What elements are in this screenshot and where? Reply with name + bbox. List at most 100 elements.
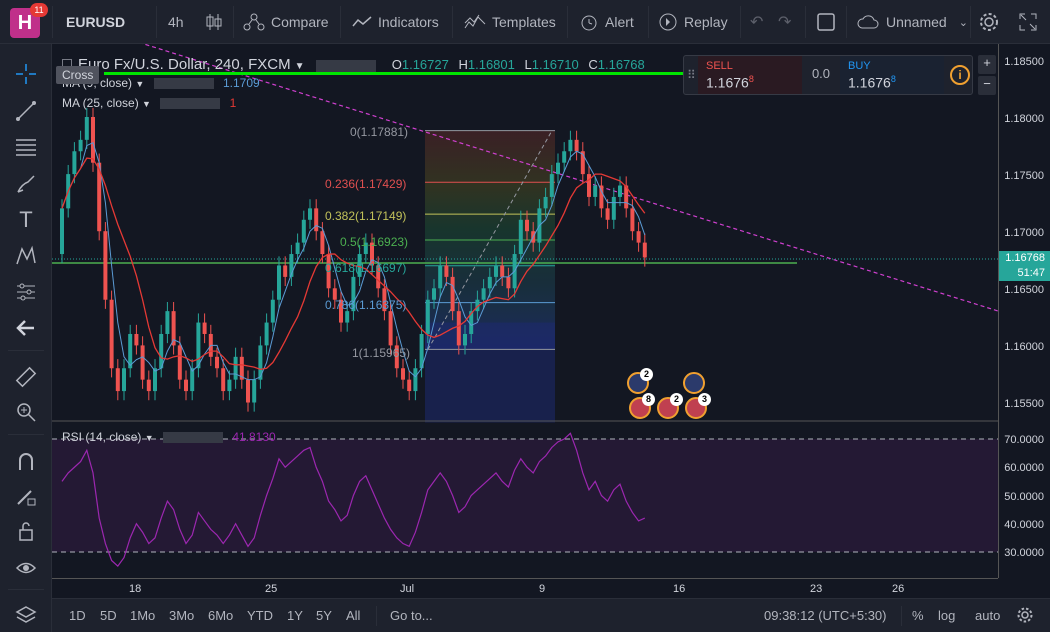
chevron-down-icon: ▼: [144, 433, 154, 443]
candle: [252, 379, 257, 403]
ma25-legend[interactable]: MA (25, close) ▼ 1: [62, 96, 236, 110]
candle: [301, 219, 306, 243]
prediction-tool[interactable]: [13, 279, 39, 305]
bottom-toolbar: 1D 5D 1Mo 3Mo 6Mo YTD 1Y 5Y All Go to...…: [52, 598, 1050, 632]
trendline-tool[interactable]: [13, 98, 39, 124]
info-icon[interactable]: i: [950, 65, 970, 85]
candle: [363, 242, 368, 255]
ma9-actions[interactable]: [153, 78, 214, 90]
back-tool[interactable]: [13, 315, 39, 341]
stay-drawing-tool[interactable]: [13, 483, 39, 509]
indicators-button[interactable]: Indicators: [352, 0, 439, 44]
time-tick: 16: [673, 583, 686, 595]
text-tool[interactable]: T: [13, 207, 39, 233]
candle: [134, 333, 139, 346]
arrow-left-icon: [16, 320, 34, 336]
redo-button[interactable]: ↷: [778, 0, 791, 44]
lock-tool[interactable]: [13, 518, 39, 544]
range-all[interactable]: All: [346, 608, 361, 623]
fib-tool[interactable]: [13, 134, 39, 160]
zoom-in-button[interactable]: +: [978, 55, 996, 74]
range-6mo[interactable]: 6Mo: [208, 608, 234, 623]
candle: [394, 345, 399, 369]
range-1d[interactable]: 1D: [69, 608, 86, 623]
price-chart[interactable]: [52, 44, 998, 578]
candle: [295, 242, 300, 255]
price-tick: 1.17500: [1004, 170, 1044, 182]
us-event-icon[interactable]: 8: [629, 393, 655, 419]
drag-handle-icon[interactable]: ⠿: [687, 68, 696, 82]
ma25-actions[interactable]: [160, 98, 221, 110]
horizontal-ray[interactable]: [104, 72, 694, 75]
sell-button[interactable]: SELL 1.16768: [698, 56, 802, 94]
trading-panel: ⠿ SELL 1.16768 0.0 BUY 1.16768 i: [683, 55, 973, 95]
ma9-line: [61, 142, 646, 381]
zoom-tool[interactable]: [13, 399, 39, 425]
object-tree-tool[interactable]: [13, 602, 39, 628]
candle: [221, 368, 226, 392]
chevron-down-icon[interactable]: ▼: [294, 61, 305, 72]
range-5d[interactable]: 5D: [100, 608, 117, 623]
range-5y[interactable]: 5Y: [316, 608, 332, 623]
candle: [153, 368, 157, 392]
symbol-title[interactable]: Euro Fx/U.S. Dollar, 240, FXCM: [78, 56, 291, 73]
auto-toggle[interactable]: auto: [975, 608, 1001, 623]
fullscreen-button[interactable]: [1018, 0, 1038, 44]
log-toggle[interactable]: log: [938, 608, 956, 623]
eu-event-icon[interactable]: 2: [627, 368, 653, 394]
open-label: O: [391, 57, 402, 72]
candle: [165, 311, 170, 334]
range-ytd[interactable]: YTD: [247, 608, 273, 623]
goto-button[interactable]: Go to...: [390, 608, 433, 623]
candle: [146, 379, 151, 392]
range-3mo[interactable]: 3Mo: [169, 608, 195, 623]
chart-style-button[interactable]: [205, 0, 223, 44]
alert-button[interactable]: Alert: [579, 0, 634, 44]
candle: [469, 311, 474, 334]
magnet-tool[interactable]: [13, 448, 39, 474]
event-count: 2: [640, 368, 653, 381]
crosshair-tool[interactable]: [13, 61, 39, 87]
candle: [500, 265, 505, 277]
replay-icon: [659, 13, 677, 31]
visibility-tool[interactable]: [13, 555, 39, 581]
undo-button[interactable]: ↶: [750, 0, 763, 44]
settings-button[interactable]: [978, 0, 1000, 44]
candle: [556, 162, 560, 175]
legend-actions[interactable]: [316, 59, 377, 72]
measure-tool[interactable]: [13, 364, 39, 390]
logo-letter: H: [17, 12, 33, 34]
templates-button[interactable]: Templates: [464, 0, 556, 44]
event-count: 8: [642, 393, 655, 406]
rsi-band: [52, 439, 998, 552]
fullscreen-layout-button[interactable]: [816, 0, 836, 44]
eu-event-icon[interactable]: [683, 372, 705, 394]
price-axis[interactable]: 1.18500 1.18000 1.17500 1.17000 1.16500 …: [998, 44, 1050, 578]
rsi-actions[interactable]: [162, 432, 223, 444]
replay-button[interactable]: Replay: [658, 0, 728, 44]
event-count: 3: [698, 393, 711, 406]
time-axis[interactable]: 18 25 Jul 9 16 23 26: [52, 578, 998, 598]
us-event-icon[interactable]: 2: [657, 393, 683, 419]
symbol-search[interactable]: EURUSD: [66, 14, 126, 30]
chart-settings-button[interactable]: [1016, 606, 1034, 627]
brush-tool[interactable]: [13, 171, 39, 197]
compare-button[interactable]: Compare: [243, 0, 329, 44]
chart-legend: Euro Fx/U.S. Dollar, 240, FXCM ▼ O1.16727…: [62, 56, 645, 73]
candle: [419, 333, 424, 369]
clock[interactable]: 09:38:12 (UTC+5:30): [764, 608, 887, 623]
interval-button[interactable]: 4h: [168, 14, 184, 30]
range-1y[interactable]: 1Y: [287, 608, 303, 623]
range-1mo[interactable]: 1Mo: [130, 608, 156, 623]
percent-toggle[interactable]: %: [912, 608, 924, 623]
us-event-icon[interactable]: 3: [685, 393, 711, 419]
rsi-legend[interactable]: RSI (14, close) ▼ 41.8130: [62, 430, 276, 444]
layout-save-button[interactable]: Unnamed ⌄: [856, 0, 968, 44]
candle: [636, 231, 641, 243]
time-tick: Jul: [400, 583, 415, 595]
zoom-out-button[interactable]: −: [978, 76, 996, 95]
candle: [376, 265, 381, 289]
buy-button[interactable]: BUY 1.16768: [840, 56, 944, 94]
app-logo[interactable]: H 11: [10, 3, 48, 38]
pattern-tool[interactable]: [13, 243, 39, 269]
